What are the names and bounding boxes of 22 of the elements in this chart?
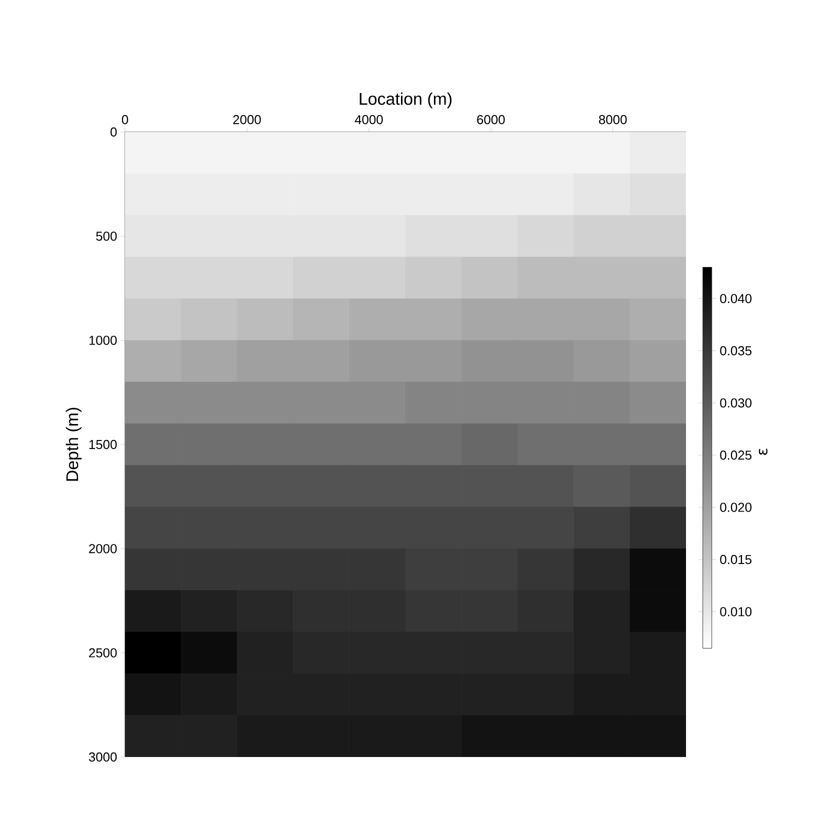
y-tick-label: 0 (110, 127, 117, 137)
color-bar-label: 0.030 (720, 398, 752, 408)
y-tick-label: 2500 (89, 648, 117, 658)
color-bar-label: 0.010 (720, 607, 752, 616)
color-bar-label: 0.020 (720, 502, 752, 512)
y-axis-title: Depth (m) (66, 408, 82, 481)
x-axis-title: Location (m) (360, 92, 452, 108)
y-tick-label: 500 (96, 232, 117, 241)
y-tick-label: 3000 (88, 752, 117, 762)
x-tick-label: 4000 (354, 115, 383, 124)
color-bar-label: 0.040 (720, 294, 752, 304)
x-tick-label: 6000 (477, 115, 505, 124)
color-bar-label: 0.025 (720, 450, 752, 460)
color-bar-title: ε (758, 448, 768, 455)
color-bar-label: 0.035 (720, 346, 752, 356)
y-tick-label: 1000 (89, 336, 117, 345)
y-tick-label: 1500 (89, 440, 117, 450)
x-tick-label: 0 (122, 115, 128, 124)
color-bar-label: 0.015 (720, 554, 752, 564)
x-tick-label: 8000 (598, 115, 627, 124)
y-tick-label: 2000 (89, 544, 117, 554)
x-tick-label: 2000 (233, 115, 261, 124)
